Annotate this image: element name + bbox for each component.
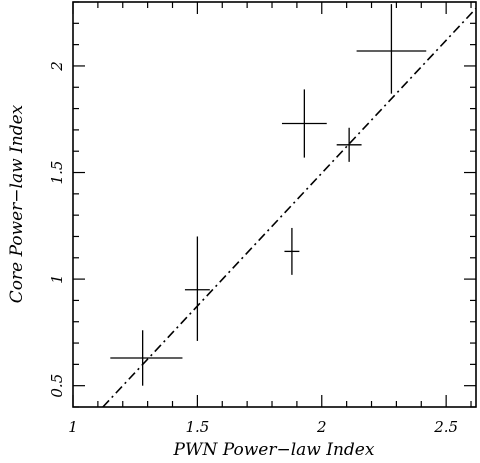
data-points [110, 4, 427, 386]
y-tick-label: 2 [48, 61, 66, 72]
dash-dot-line [102, 7, 477, 408]
ticks [72, 1, 476, 408]
y-axis-label: Core Power−law Index [7, 104, 27, 303]
x-tick-label: 1 [68, 418, 78, 436]
x-tick-label: 2.5 [433, 418, 458, 436]
y-tick-label: 0.5 [48, 374, 66, 398]
x-axis-label: PWN Power−law Index [173, 440, 375, 460]
data-point [284, 227, 300, 275]
tick-labels: 1 1.5 2 2.5 0.5 1 1.5 2 [48, 61, 458, 436]
y-tick-label: 1 [48, 274, 66, 284]
data-point [356, 4, 427, 94]
x-tick-label: 2 [316, 418, 327, 436]
plot-frame [72, 1, 477, 408]
data-point [110, 330, 183, 386]
data-point [184, 236, 210, 341]
x-tick-label: 1.5 [185, 418, 209, 436]
data-point [336, 127, 362, 162]
y-tick-label: 1.5 [48, 161, 66, 185]
reference-line [102, 7, 477, 408]
data-point [281, 89, 327, 158]
